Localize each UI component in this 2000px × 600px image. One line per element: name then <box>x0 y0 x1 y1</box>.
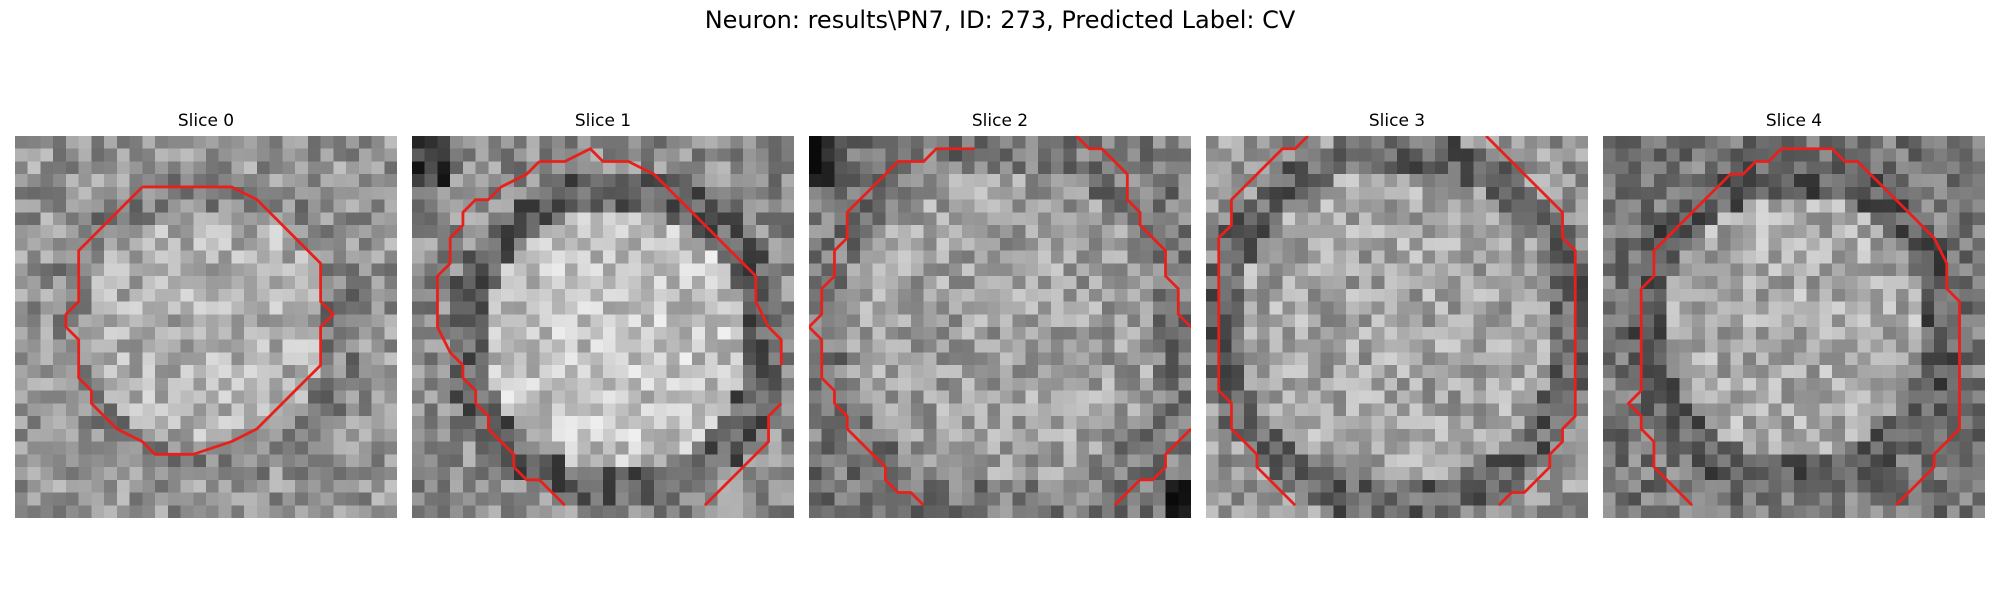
slice-image <box>412 136 794 518</box>
contour-overlay <box>809 136 1191 518</box>
slice-panel-4: Slice 4 <box>1603 108 1985 518</box>
contour-overlay <box>1603 136 1985 518</box>
contour-segment-2 <box>1115 429 1191 505</box>
contour-segment-0 <box>1219 136 1308 505</box>
contour-segment-1 <box>437 161 564 505</box>
slice-image <box>1206 136 1588 518</box>
slice-title: Slice 2 <box>809 108 1191 134</box>
contour-segment-0 <box>66 187 333 454</box>
slice-panel-3: Slice 3 <box>1206 108 1588 518</box>
contour-segment-2 <box>705 403 781 505</box>
contour-segment-1 <box>1076 136 1191 327</box>
slice-panel-1: Slice 1 <box>412 108 794 518</box>
slice-title: Slice 4 <box>1603 108 1985 134</box>
contour-overlay <box>15 136 397 518</box>
contour-segment-1 <box>1486 136 1575 505</box>
contour-overlay <box>1206 136 1588 518</box>
slice-title: Slice 3 <box>1206 108 1588 134</box>
contour-overlay <box>412 136 794 518</box>
figure-title: Neuron: results\PN7, ID: 273, Predicted … <box>0 6 2000 34</box>
slice-image <box>1603 136 1985 518</box>
slice-image <box>15 136 397 518</box>
contour-segment-0 <box>1628 149 1959 506</box>
slice-image <box>809 136 1191 518</box>
contour-segment-0 <box>809 149 975 506</box>
slice-panel-2: Slice 2 <box>809 108 1191 518</box>
slice-panel-0: Slice 0 <box>15 108 397 518</box>
slice-title: Slice 0 <box>15 108 397 134</box>
contour-segment-0 <box>539 149 781 365</box>
slice-title: Slice 1 <box>412 108 794 134</box>
